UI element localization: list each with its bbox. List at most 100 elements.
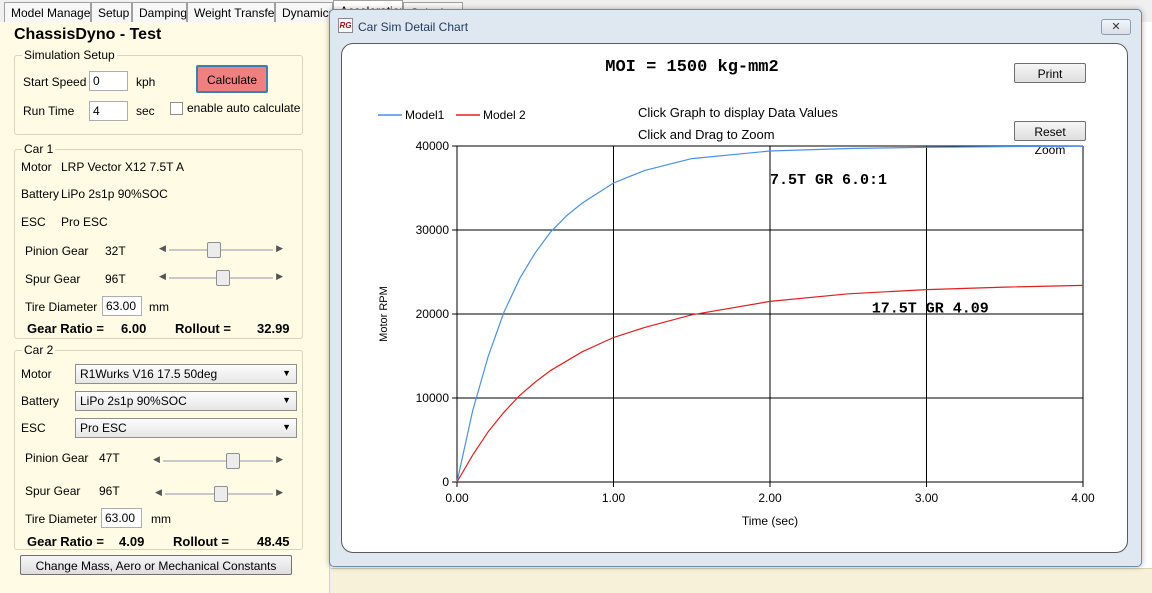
- chart-annotation-2: 17.5T GR 4.09: [872, 300, 989, 317]
- car2-spur-value: 96T: [99, 484, 120, 498]
- car2-pinion-label: Pinion Gear: [25, 451, 89, 465]
- car1-battery-label: Battery: [21, 187, 60, 201]
- app-logo-icon: RG: [338, 18, 353, 33]
- car2-esc-label: ESC: [21, 421, 46, 435]
- x-tick-label: 4.00: [1071, 491, 1095, 505]
- hint-drag-zoom: Click and Drag to Zoom: [638, 127, 775, 142]
- car2-title: Car 2: [22, 343, 56, 357]
- car2-pinion-value: 47T: [99, 451, 120, 465]
- slider-left-arrow-icon[interactable]: ◀: [153, 454, 160, 464]
- y-tick-label: 0: [442, 475, 449, 489]
- car2-rollout-label: Rollout =: [173, 534, 229, 549]
- auto-calculate-checkbox[interactable]: [170, 102, 183, 115]
- tab-dynamics[interactable]: Dynamics: [275, 2, 333, 22]
- slider-left-arrow-icon[interactable]: ◀: [155, 487, 162, 497]
- slider-right-arrow-icon[interactable]: ▶: [276, 454, 283, 464]
- car2-tire-unit: mm: [151, 512, 171, 526]
- car1-motor-label: Motor: [21, 160, 52, 174]
- car2-motor-select[interactable]: R1Wurks V16 17.5 50deg ▼: [75, 364, 297, 384]
- chart-annotation-1: 7.5T GR 6.0:1: [770, 172, 887, 189]
- x-tick-label: 0.00: [445, 491, 469, 505]
- y-tick-label: 40000: [416, 139, 450, 153]
- slider-right-arrow-icon[interactable]: ▶: [276, 271, 283, 281]
- app-title: ChassisDyno - Test: [14, 26, 162, 43]
- content-footer-strip: [331, 568, 1152, 593]
- chart-annotations: 7.5T GR 6.0:1 17.5T GR 4.09: [770, 172, 989, 318]
- close-icon[interactable]: ✕: [1101, 19, 1131, 35]
- car2-spur-label: Spur Gear: [25, 484, 81, 498]
- slider-track: [169, 249, 273, 251]
- car2-battery-value: LiPo 2s1p 90%SOC: [80, 394, 187, 408]
- y-tick-label: 10000: [416, 391, 450, 405]
- car2-rollout-value: 48.45: [257, 534, 290, 549]
- slider-thumb[interactable]: [215, 270, 230, 286]
- chart-series: [456, 145, 1084, 483]
- car1-gear-ratio-label: Gear Ratio =: [27, 321, 104, 336]
- slider-thumb[interactable]: [213, 486, 228, 502]
- car1-esc-label: ESC: [21, 215, 46, 229]
- slider-thumb[interactable]: [206, 242, 221, 258]
- slider-thumb[interactable]: [226, 453, 241, 469]
- car2-motor-label: Motor: [21, 367, 52, 381]
- y-tick-label: 30000: [416, 223, 450, 237]
- x-axis-label: Time (sec): [742, 514, 798, 528]
- start-speed-label: Start Speed: [23, 75, 87, 89]
- car2-gear-ratio-value: 4.09: [119, 534, 145, 549]
- simulation-setup-title: Simulation Setup: [22, 48, 117, 62]
- car1-group: Car 1 Motor LRP Vector X12 7.5T A Batter…: [14, 142, 303, 339]
- slider-left-arrow-icon[interactable]: ◀: [159, 243, 166, 253]
- car1-gear-ratio-value: 6.00: [121, 321, 147, 336]
- rpm-chart[interactable]: Model1 Model 2 0.00 1.00 2.00 3.00 4.00 0 10000…: [342, 44, 1128, 553]
- slider-left-arrow-icon[interactable]: ◀: [159, 271, 166, 281]
- print-button[interactable]: Print: [1014, 63, 1086, 83]
- tab-damping[interactable]: Damping: [132, 2, 187, 22]
- x-tick-label: 1.00: [602, 491, 626, 505]
- hint-click-graph: Click Graph to display Data Values: [638, 105, 838, 120]
- car1-motor-value: LRP Vector X12 7.5T A: [61, 160, 184, 174]
- car2-group: Car 2 Motor R1Wurks V16 17.5 50deg ▼ Bat…: [14, 343, 303, 550]
- car1-battery-value: LiPo 2s1p 90%SOC: [61, 187, 168, 201]
- slider-track: [163, 460, 273, 462]
- chart-legend: Model1 Model 2: [378, 108, 526, 122]
- series-line-2: [456, 284, 1084, 483]
- car2-battery-select[interactable]: LiPo 2s1p 90%SOC ▼: [75, 391, 297, 411]
- tab-setup[interactable]: Setup: [91, 2, 132, 22]
- chart-ticks: 0.00 1.00 2.00 3.00 4.00 0 10000 20000 30000 4000…: [416, 139, 1095, 505]
- start-speed-input[interactable]: [89, 71, 128, 91]
- run-time-unit: sec: [136, 104, 155, 118]
- car1-pinion-slider[interactable]: ◀ ▶: [159, 241, 283, 259]
- car1-tire-label: Tire Diameter: [25, 300, 98, 314]
- y-axis-label: Motor RPM: [378, 286, 390, 342]
- car2-tire-input[interactable]: [101, 508, 142, 528]
- slider-right-arrow-icon[interactable]: ▶: [276, 243, 283, 253]
- legend-label-1: Model1: [405, 108, 445, 122]
- chart-title: MOI = 1500 kg-mm2: [605, 58, 779, 77]
- chevron-down-icon: ▼: [282, 422, 291, 432]
- y-tick-label: 20000: [416, 307, 450, 321]
- chart-window: RG Car Sim Detail Chart ✕ MOI = 1500 kg-…: [329, 9, 1142, 567]
- run-time-input[interactable]: [89, 101, 128, 121]
- tab-model-manager[interactable]: Model Manager: [4, 2, 91, 22]
- window-title: Car Sim Detail Chart: [358, 20, 469, 34]
- calculate-button[interactable]: Calculate: [196, 65, 268, 93]
- car1-title: Car 1: [22, 142, 56, 156]
- car1-rollout-label: Rollout =: [175, 321, 231, 336]
- series-line-1: [456, 145, 1084, 483]
- car2-pinion-slider[interactable]: ◀ ▶: [153, 452, 283, 470]
- tab-weight-transfer[interactable]: Weight Transfer: [187, 2, 275, 22]
- car1-pinion-value: 32T: [105, 244, 126, 258]
- car1-tire-input[interactable]: [102, 296, 142, 316]
- chevron-down-icon: ▼: [282, 368, 291, 378]
- chart-panel[interactable]: MOI = 1500 kg-mm2 Print Reset Zoom Click…: [341, 43, 1128, 553]
- change-constants-button[interactable]: Change Mass, Aero or Mechanical Constant…: [20, 555, 292, 575]
- car1-rollout-value: 32.99: [257, 321, 290, 336]
- run-time-label: Run Time: [23, 104, 75, 118]
- chart-axes: [453, 146, 1083, 486]
- slider-right-arrow-icon[interactable]: ▶: [276, 487, 283, 497]
- car2-tire-label: Tire Diameter: [25, 512, 98, 526]
- car2-esc-value: Pro ESC: [80, 421, 127, 435]
- car2-gear-ratio-label: Gear Ratio =: [27, 534, 104, 549]
- car1-spur-slider[interactable]: ◀ ▶: [159, 269, 283, 287]
- car2-esc-select[interactable]: Pro ESC ▼: [75, 418, 297, 438]
- car2-spur-slider[interactable]: ◀ ▶: [155, 485, 283, 503]
